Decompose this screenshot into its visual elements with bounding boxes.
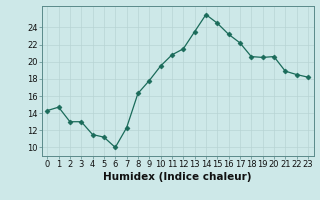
X-axis label: Humidex (Indice chaleur): Humidex (Indice chaleur)	[103, 172, 252, 182]
